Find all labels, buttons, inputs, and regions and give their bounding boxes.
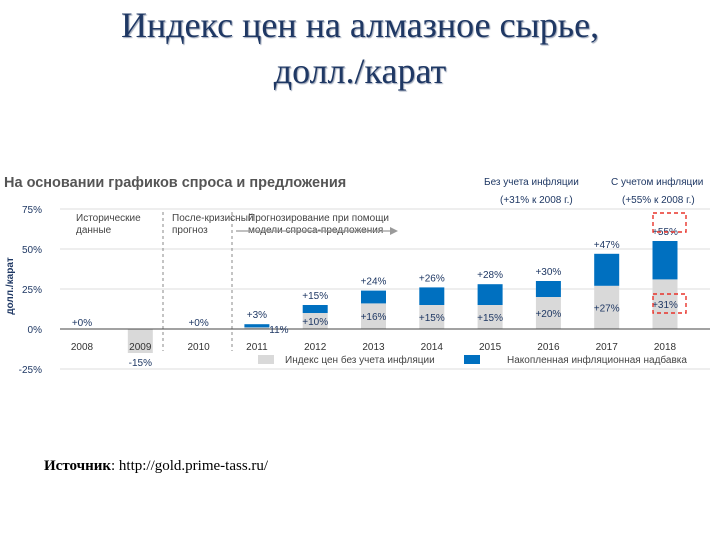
bar-label-total: +3% [247, 310, 267, 321]
forecast-arrow-head [390, 227, 398, 235]
bar-base [361, 303, 386, 329]
legend-swatch-premium [464, 355, 480, 364]
bar-base [535, 297, 561, 329]
bar-premium [477, 284, 503, 305]
period-label-historical: Исторические данные [76, 213, 141, 236]
x-tick-label: 2015 [479, 342, 502, 353]
header-no-inflation-title: Без учета инфляции [484, 176, 579, 188]
bar-premium [361, 290, 386, 304]
header-no-inflation-value: (+31% к 2008 г.) [500, 195, 573, 206]
y-tick-label: 25% [22, 285, 42, 296]
slide-title: Индекс цен на алмазное сырье, долл./кара… [0, 2, 720, 94]
x-tick-label: 2008 [71, 342, 94, 353]
bar-label-base: +20% [535, 309, 561, 320]
slide-title-line-1: Индекс цен на алмазное сырье, [120, 5, 600, 45]
bar-label-total: +24% [361, 277, 387, 288]
x-tick-label: 2018 [654, 342, 677, 353]
bar-premium [244, 324, 270, 328]
source-label: Источник [44, 458, 111, 474]
legend: Индекс цен без учета инфляции Накопленна… [258, 354, 687, 366]
bar-base [652, 279, 678, 329]
highlight-box-no-inflation [652, 293, 687, 314]
bar-label-base: +15% [477, 313, 503, 324]
period-dividers [162, 212, 233, 351]
bar-label-base: +0% [188, 318, 208, 329]
x-tick-label: 2013 [362, 342, 385, 353]
x-tick-labels: 2008 2009 2010 2011 2012 2013 2014 2015 2016 2017… [71, 342, 677, 353]
x-tick-label: 2016 [537, 342, 560, 353]
price-index-chart: На основании графиков спроса и предложен… [4, 175, 710, 376]
y-tick-labels: 75% 50% 25% 0% -25% [19, 205, 42, 376]
bar-premium [594, 253, 620, 286]
legend-label-base: Индекс цен без учета инфляции [285, 354, 435, 366]
bar-base [244, 327, 270, 329]
x-tick-label: 2011 [246, 342, 268, 353]
bar-premium [419, 287, 445, 305]
bar-label-base: +10% [302, 317, 328, 328]
y-tick-label: 0% [28, 325, 43, 336]
y-tick-label: 50% [22, 245, 42, 256]
bar-label-base: +0% [72, 318, 92, 329]
highlight-box-with-inflation [652, 212, 687, 233]
x-tick-label: 2010 [187, 342, 210, 353]
source-url: : http://gold.prime-tass.ru/ [111, 458, 269, 474]
source-note: Источник: http://gold.prime-tass.ru/ [44, 458, 268, 475]
bar-labels: +0% -15% +0% 11%+3% +10% +15% +16% +24% +15% +26%… [72, 227, 678, 369]
bar-label-total: +15% [302, 291, 328, 302]
header-with-inflation-title: С учетом инфляции [611, 176, 703, 188]
bar-premium [535, 281, 561, 297]
bar-label-base: -15% [129, 358, 152, 369]
bar-label-total: +26% [419, 273, 445, 284]
bar-premium [302, 305, 328, 313]
bar-label-total: +47% [594, 240, 620, 251]
bar-base [477, 305, 503, 329]
header-with-inflation-value: (+55% к 2008 г.) [622, 195, 695, 206]
chart-title: На основании графиков спроса и предложен… [4, 175, 346, 191]
bar-base [594, 285, 620, 329]
y-tick-label: 75% [22, 205, 42, 216]
bar-label-total: +28% [477, 270, 503, 281]
bar-base [302, 313, 328, 329]
bar-premium [652, 241, 678, 280]
period-label-post-crisis: После-кризисный прогноз [172, 213, 253, 236]
bar-label-base: +16% [361, 312, 387, 323]
x-tick-label: 2017 [596, 342, 619, 353]
bar-label-total: +30% [535, 267, 561, 278]
bar-base [419, 305, 445, 329]
legend-swatch-base [258, 355, 274, 364]
x-tick-label: 2014 [421, 342, 444, 353]
slide-title-line-2: долл./карат [273, 51, 447, 91]
legend-label-premium: Накопленная инфляционная надбавка [507, 354, 687, 366]
bar-label-base: +15% [419, 313, 445, 324]
y-axis-label: долл./карат [5, 257, 16, 315]
bar-label-base: 11% [269, 325, 288, 336]
bar-base [127, 329, 153, 353]
gridlines [60, 208, 710, 370]
bars [127, 241, 678, 353]
x-tick-label: 2009 [129, 342, 152, 353]
period-label-model-forecast: Прогнозирование при помощи модели спроса-… [248, 213, 389, 236]
y-tick-label: -25% [19, 365, 42, 376]
bar-label-base: +31% [652, 300, 678, 311]
x-tick-label: 2012 [304, 342, 327, 353]
bar-label-base: +27% [594, 303, 620, 314]
